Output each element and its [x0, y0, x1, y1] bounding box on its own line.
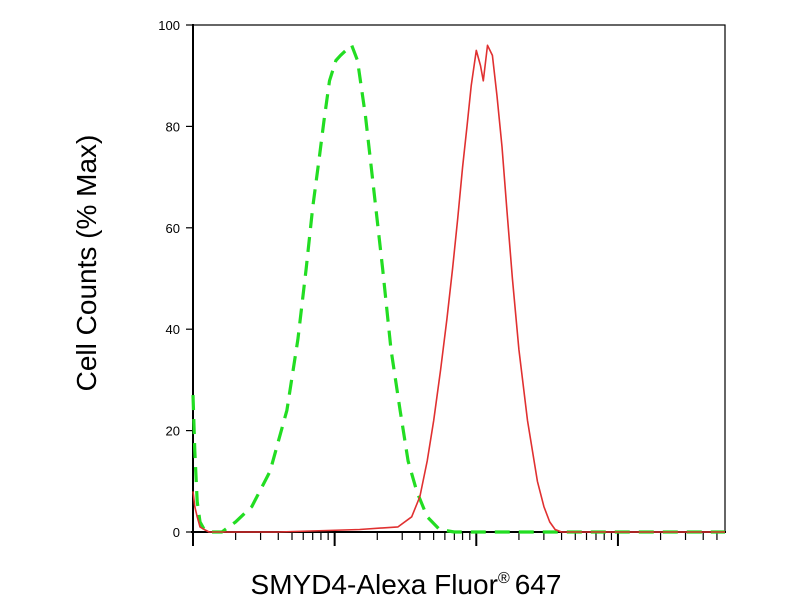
- series-layer: [191, 43, 725, 534]
- x-axis-ticks: [192, 532, 718, 546]
- x-axis-label-superscript: ®: [498, 570, 510, 587]
- y-tick-label: 40: [166, 322, 180, 337]
- y-tick-label: 0: [173, 525, 180, 540]
- y-tick-label: 80: [166, 119, 180, 134]
- y-axis-label: Cell Counts (% Max): [71, 135, 102, 392]
- plot-frame: [191, 24, 726, 534]
- y-axis-ticks: 0 20 40 60 80 100: [158, 18, 193, 540]
- y-tick-label: 100: [158, 18, 180, 33]
- control-histogram-line: [191, 43, 725, 534]
- sample-histogram-line: [192, 44, 725, 533]
- x-axis-label-suffix: 647: [515, 569, 562, 600]
- x-axis-label: SMYD4-Alexa Fluor® 647: [251, 569, 562, 600]
- y-tick-label: 20: [166, 424, 180, 439]
- x-axis-label-main: SMYD4-Alexa Fluor: [251, 569, 498, 600]
- y-tick-label: 60: [166, 221, 180, 236]
